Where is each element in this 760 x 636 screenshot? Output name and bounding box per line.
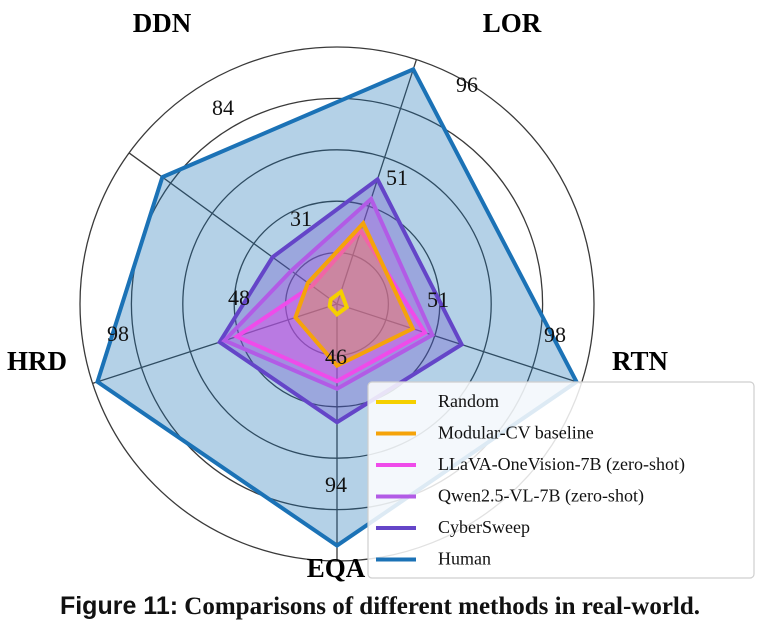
axis-label-rtn: RTN bbox=[612, 346, 669, 376]
value-label-hrd-98: 98 bbox=[107, 321, 129, 346]
legend-label-human: Human bbox=[438, 549, 491, 569]
value-label-eqa-46: 46 bbox=[325, 344, 347, 369]
value-label-rtn-51: 51 bbox=[427, 287, 449, 312]
legend-label-llava-onevision-7b-zero-shot: LLaVA-OneVision-7B (zero-shot) bbox=[438, 454, 685, 475]
legend-label-modular-cv-baseline: Modular-CV baseline bbox=[438, 423, 594, 443]
value-label-hrd-48: 48 bbox=[228, 285, 250, 310]
legend-label-random: Random bbox=[438, 391, 499, 411]
axis-label-ddn: DDN bbox=[133, 8, 192, 38]
legend-label-cybersweep: CyberSweep bbox=[438, 517, 530, 537]
series-random bbox=[327, 288, 350, 317]
radar-labels: DDN LOR RTN EQA HRD 84 31 96 51 98 51 94 46 98 48 bbox=[7, 8, 669, 583]
value-label-lor-96: 96 bbox=[456, 72, 478, 97]
radar-chart: DDN LOR RTN EQA HRD 84 31 96 51 98 51 94 46 98 48 Rand… bbox=[7, 8, 755, 583]
value-label-lor-51: 51 bbox=[386, 165, 408, 190]
value-label-rtn-98: 98 bbox=[544, 322, 566, 347]
legend: Random Modular-CV baseline LLaVA-OneVision… bbox=[367, 381, 755, 579]
value-label-eqa-94: 94 bbox=[325, 472, 347, 497]
series-qwen2-5-vl-7b-zero-shot bbox=[221, 195, 435, 392]
figure-caption: Figure 11: Comparisons of different meth… bbox=[0, 592, 760, 621]
axis-label-hrd: HRD bbox=[7, 346, 67, 376]
radar-grid bbox=[79, 46, 595, 562]
axis-label-lor: LOR bbox=[483, 8, 542, 38]
value-label-ddn-31: 31 bbox=[290, 206, 312, 231]
value-label-ddn-84: 84 bbox=[212, 95, 234, 120]
caption-figure-label: Figure 11: bbox=[59, 592, 179, 620]
caption-text: Comparisons of different methods in real… bbox=[184, 593, 701, 620]
series-modular-cv-baseline bbox=[293, 219, 416, 369]
legend-box bbox=[367, 381, 755, 579]
legend-label-qwen2-5-vl-7b-zero-shot: Qwen2.5-VL-7B (zero-shot) bbox=[438, 486, 644, 507]
axis-label-eqa: EQA bbox=[307, 553, 366, 583]
